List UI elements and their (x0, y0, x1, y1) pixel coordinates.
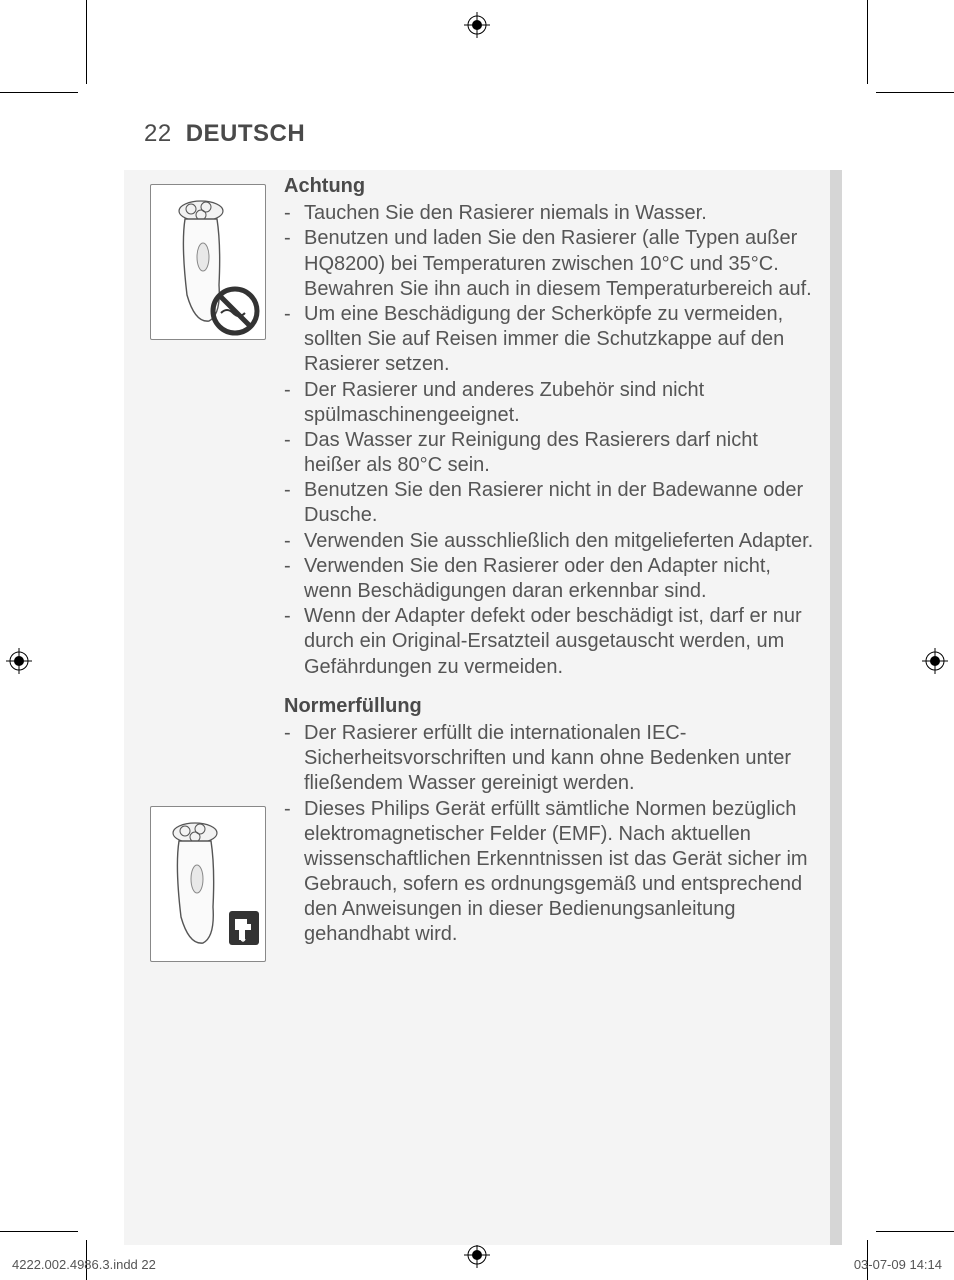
print-footer: 4222.002.4986.3.indd 22 03-07-09 14:14 (12, 1257, 942, 1272)
list-item: Wenn der Adapter defekt oder beschädigt … (284, 604, 814, 680)
text-column: Achtung Tauchen Sie den Rasierer niemals… (284, 174, 814, 948)
list-item: Um eine Beschädigung der Scherköpfe zu v… (284, 302, 814, 378)
section-title-normerfuellung: Normerfüllung (284, 694, 814, 719)
accent-bar (830, 170, 842, 1245)
normerfuellung-list: Der Rasierer erfüllt die internationalen… (284, 721, 814, 948)
crop-mark (876, 1231, 954, 1232)
registration-mark-icon (6, 648, 32, 674)
list-item: Verwenden Sie den Rasierer oder den Adap… (284, 554, 814, 604)
achtung-list: Tauchen Sie den Rasierer niemals in Wass… (284, 201, 814, 680)
page-header: 22 DEUTSCH (144, 120, 305, 148)
list-item: Der Rasierer erfüllt die internationalen… (284, 721, 814, 797)
list-item: Tauchen Sie den Rasierer niemals in Wass… (284, 201, 814, 226)
crop-mark (867, 0, 868, 84)
list-item: Der Rasierer und anderes Zubehör sind ni… (284, 378, 814, 428)
list-item: Benutzen Sie den Rasierer nicht in der B… (284, 478, 814, 528)
language-heading: DEUTSCH (186, 120, 306, 147)
page-number: 22 (144, 120, 172, 147)
content-panel: Achtung Tauchen Sie den Rasierer niemals… (124, 170, 830, 1245)
list-item: Benutzen und laden Sie den Rasierer (all… (284, 226, 814, 302)
crop-mark (876, 92, 954, 93)
footer-filename: 4222.002.4986.3.indd 22 (12, 1257, 156, 1272)
list-item: Dieses Philips Gerät erfüllt sämtliche N… (284, 797, 814, 948)
list-item: Das Wasser zur Reinigung des Rasierers d… (284, 428, 814, 478)
footer-timestamp: 03-07-09 14:14 (854, 1257, 942, 1272)
list-item: Verwenden Sie ausschließlich den mitgeli… (284, 529, 814, 554)
illustration-shaver-tap (150, 806, 266, 962)
crop-mark (0, 1231, 78, 1232)
section-title-achtung: Achtung (284, 174, 814, 199)
page-area: 22 DEUTSCH (86, 92, 868, 1232)
crop-mark (0, 92, 78, 93)
crop-mark (86, 0, 87, 84)
registration-mark-icon (922, 648, 948, 674)
illustration-shaver-no-water (150, 184, 266, 340)
registration-mark-icon (464, 12, 490, 38)
